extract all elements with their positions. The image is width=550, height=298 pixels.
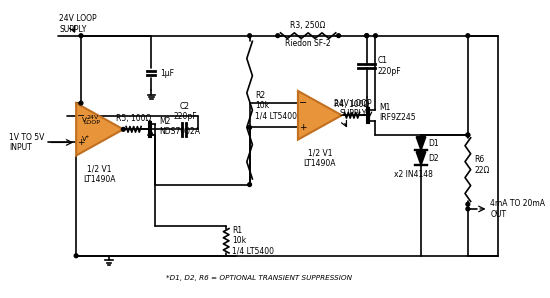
Text: +: + xyxy=(77,138,85,147)
Circle shape xyxy=(248,125,251,129)
Circle shape xyxy=(365,34,369,38)
Text: *D1, D2, R6 = OPTIONAL TRANSIENT SUPPRESSION: *D1, D2, R6 = OPTIONAL TRANSIENT SUPPRES… xyxy=(166,275,352,281)
Circle shape xyxy=(276,34,279,38)
Text: −: − xyxy=(299,98,307,108)
Text: 24V
LOOP: 24V LOOP xyxy=(84,114,101,125)
Text: M1
IRF9Z245: M1 IRF9Z245 xyxy=(379,103,416,122)
Text: M2
NDS7002A: M2 NDS7002A xyxy=(159,117,200,136)
Text: V⁻: V⁻ xyxy=(82,117,91,123)
Text: +: + xyxy=(299,123,306,132)
Circle shape xyxy=(79,101,83,105)
Circle shape xyxy=(466,34,470,38)
Circle shape xyxy=(248,183,251,187)
Text: R5, 100Ω: R5, 100Ω xyxy=(116,114,151,123)
Text: Riedon SF-2: Riedon SF-2 xyxy=(285,39,331,48)
Text: C2
220pF: C2 220pF xyxy=(173,102,197,121)
Polygon shape xyxy=(416,152,426,165)
Text: V⁺: V⁺ xyxy=(82,136,91,142)
Text: 4mA TO 20mA
OUT: 4mA TO 20mA OUT xyxy=(490,199,545,219)
Circle shape xyxy=(337,34,340,38)
Circle shape xyxy=(466,202,470,206)
Polygon shape xyxy=(416,137,426,150)
Circle shape xyxy=(122,128,125,131)
Text: R3, 250Ω: R3, 250Ω xyxy=(290,21,326,30)
Text: 24V LOOP
SUPPLY: 24V LOOP SUPPLY xyxy=(59,14,97,34)
Circle shape xyxy=(466,133,470,137)
Text: R4, 100Ω: R4, 100Ω xyxy=(334,100,370,109)
Circle shape xyxy=(74,254,78,258)
Text: R2
10k
1/4 LT5400: R2 10k 1/4 LT5400 xyxy=(255,91,297,120)
Text: R1
10k
1/4 LT5400: R1 10k 1/4 LT5400 xyxy=(232,226,274,256)
Text: 1/2 V1
LT1490A: 1/2 V1 LT1490A xyxy=(84,165,116,184)
Text: 24V LOOP
SUPPLY: 24V LOOP SUPPLY xyxy=(334,99,372,118)
Circle shape xyxy=(365,34,369,38)
Text: D2: D2 xyxy=(428,154,439,163)
Polygon shape xyxy=(298,91,342,140)
Circle shape xyxy=(466,207,470,211)
Text: 1V TO 5V
INPUT: 1V TO 5V INPUT xyxy=(9,133,44,152)
Text: R6
22Ω: R6 22Ω xyxy=(475,155,490,175)
Text: C1
220pF: C1 220pF xyxy=(378,56,402,76)
Text: −: − xyxy=(77,111,85,121)
Polygon shape xyxy=(76,103,123,156)
Text: D1: D1 xyxy=(428,139,439,148)
Circle shape xyxy=(248,34,251,38)
Circle shape xyxy=(466,133,470,137)
Text: 1/2 V1
LT1490A: 1/2 V1 LT1490A xyxy=(304,149,336,168)
Circle shape xyxy=(79,34,83,38)
Text: 1μF: 1μF xyxy=(161,69,174,78)
Circle shape xyxy=(373,34,377,38)
Text: x2 IN4148: x2 IN4148 xyxy=(394,170,433,179)
